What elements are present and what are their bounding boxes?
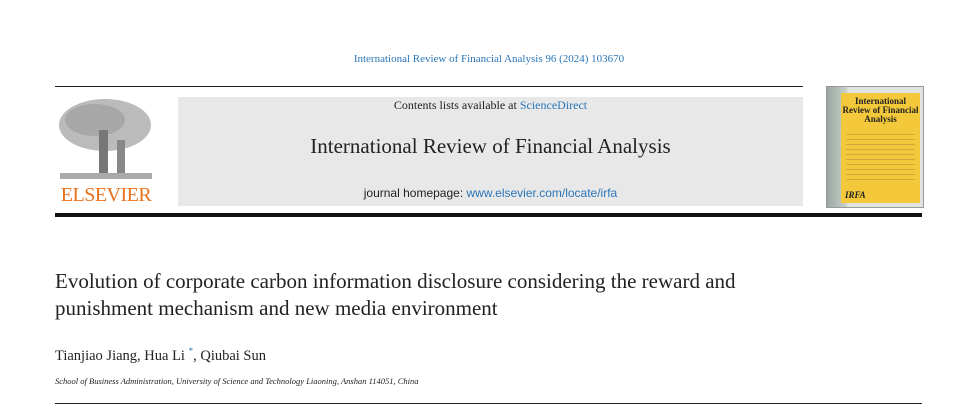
elsevier-logo[interactable]: ELSEVIER — [55, 95, 157, 207]
author-list: Tianjiao Jiang, Hua Li *, Qiubai Sun — [55, 346, 266, 365]
homepage-link[interactable]: www.elsevier.com/locate/irfa — [466, 186, 618, 200]
cover-contents — [846, 130, 915, 180]
cover-title: International Review of Financial Analys… — [842, 96, 919, 124]
affiliation: School of Business Administration, Unive… — [55, 376, 419, 386]
journal-title: International Review of Financial Analys… — [310, 134, 671, 158]
cover-panel: International Review of Financial Analys… — [841, 93, 920, 203]
article-title: Evolution of corporate carbon informatio… — [55, 269, 736, 320]
elsevier-tree-icon — [59, 99, 152, 179]
journal-citation[interactable]: International Review of Financial Analys… — [0, 53, 978, 65]
publisher-wordmark: ELSEVIER — [60, 184, 152, 206]
citation-link[interactable]: International Review of Financial Analys… — [353, 53, 625, 65]
journal-header-box — [178, 97, 803, 206]
sciencedirect-link[interactable]: ScienceDirect — [519, 98, 588, 112]
author-link[interactable]: Hua Li — [144, 347, 185, 364]
separator: , — [137, 347, 145, 364]
corresponding-author-mark[interactable]: * — [188, 346, 194, 356]
contents-text: Contents lists available at — [393, 98, 520, 112]
contents-line: Contents lists available at ScienceDirec… — [178, 98, 803, 113]
cover-mark: IRFA — [845, 190, 866, 200]
author-link[interactable]: Qiubai Sun — [200, 347, 266, 364]
divider — [55, 86, 803, 87]
separator: , — [193, 347, 201, 364]
homepage-line: journal homepage: www.elsevier.com/locat… — [178, 186, 803, 200]
journal-cover-image[interactable]: International Review of Financial Analys… — [826, 86, 924, 208]
divider — [55, 403, 922, 404]
homepage-text: journal homepage: — [363, 186, 467, 200]
author-link[interactable]: Tianjiao Jiang — [55, 347, 138, 364]
header-rule — [55, 213, 922, 217]
